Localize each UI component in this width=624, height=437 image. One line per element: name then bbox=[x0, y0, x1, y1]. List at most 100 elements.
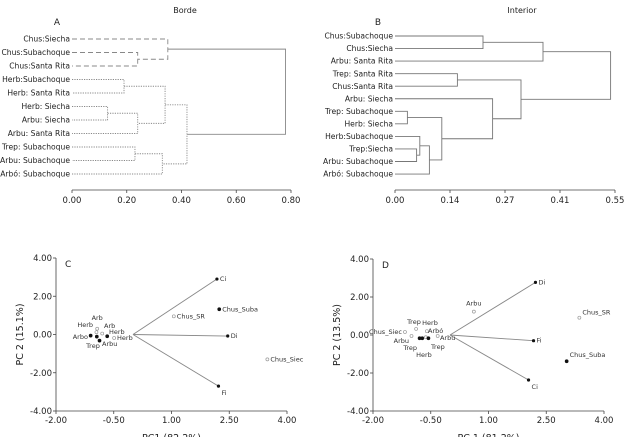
dendrogram-branch bbox=[72, 153, 163, 175]
leaf-label: Chus:Siecha bbox=[346, 44, 393, 53]
dendrogram-branch bbox=[395, 98, 494, 140]
point-label: Trep bbox=[430, 343, 445, 351]
vector-label: Ci bbox=[532, 383, 539, 391]
point-label: Chus_SR bbox=[582, 309, 611, 317]
leaf-label: Trep: Santa Rita bbox=[332, 69, 393, 78]
leaf-label: Herb:Subachoque bbox=[325, 132, 393, 141]
y-tick-label: 0.00 bbox=[350, 331, 369, 341]
leaf-label: Chus:Subachoque bbox=[325, 32, 394, 41]
dendrogram-branch bbox=[395, 73, 458, 87]
panel-letter: D bbox=[382, 261, 389, 271]
x-axis-title: PC1 (82.2%) bbox=[142, 433, 201, 437]
leaf-label: Herb:Subachoque bbox=[2, 75, 70, 84]
point-label: Chus_Siec bbox=[369, 328, 402, 336]
loading-vector bbox=[449, 334, 534, 342]
score-point bbox=[105, 334, 110, 339]
vector-point bbox=[533, 280, 538, 284]
point-label: Arb bbox=[92, 314, 103, 322]
score-point bbox=[414, 327, 418, 331]
dendrogram-branch bbox=[72, 38, 169, 60]
score-point bbox=[435, 334, 440, 338]
dendrogram-branch bbox=[395, 135, 421, 156]
point-label: Chus_Siec bbox=[270, 355, 303, 363]
dendrogram-branch bbox=[395, 148, 418, 162]
vector-point bbox=[526, 378, 531, 382]
y-tick-label: -4.00 bbox=[30, 407, 52, 417]
y-tick-label: 2.00 bbox=[350, 293, 369, 303]
point-label: Herb bbox=[77, 321, 93, 329]
score-point bbox=[425, 329, 429, 334]
dendrogram-branch bbox=[72, 106, 109, 121]
y-tick-label: -2.00 bbox=[347, 369, 369, 379]
leaf-label: Chus:Siecha bbox=[23, 35, 70, 44]
x-tick-label: 1.00 bbox=[479, 416, 498, 426]
dendrogram-branch bbox=[72, 52, 139, 67]
loading-vector bbox=[449, 334, 529, 381]
leaf-label: Herb: Siecha bbox=[21, 102, 70, 111]
x-tick-label: 0.27 bbox=[496, 196, 515, 206]
vector-point bbox=[226, 334, 230, 338]
x-tick-label: 4.00 bbox=[278, 416, 297, 426]
score-point bbox=[217, 307, 222, 312]
score-point bbox=[577, 315, 582, 320]
x-tick-label: 0.00 bbox=[386, 196, 405, 206]
point-label: Chus_Suba bbox=[222, 305, 258, 313]
dendrogram-branch bbox=[395, 110, 408, 125]
score-point bbox=[420, 336, 425, 341]
y-tick-label: -4.00 bbox=[347, 407, 369, 417]
point-label: Trep bbox=[402, 344, 417, 352]
x-tick-label: 2.50 bbox=[537, 416, 556, 426]
x-tick-label: 0.20 bbox=[117, 196, 136, 206]
point-label: Arbu bbox=[102, 340, 117, 348]
panel-letter: C bbox=[65, 260, 71, 270]
y-axis-title: PC 2 (15.1%) bbox=[15, 303, 26, 365]
x-tick-label: -2.00 bbox=[45, 416, 67, 426]
point-label: Trep bbox=[406, 318, 421, 326]
leaf-label: Trep:Siecha bbox=[348, 145, 393, 154]
dendrogram-branch bbox=[457, 79, 522, 120]
leaf-label: Arbu: Subachoque bbox=[323, 157, 393, 166]
score-point bbox=[426, 336, 431, 341]
score-point bbox=[95, 326, 100, 331]
score-point bbox=[100, 331, 105, 336]
leaf-label: Chus:Subachoque bbox=[2, 48, 71, 57]
point-label: Herb bbox=[422, 319, 438, 327]
score-point bbox=[472, 309, 476, 314]
x-tick-label: -0.50 bbox=[103, 416, 125, 426]
leaf-label: Arbu: Subachoque bbox=[0, 156, 70, 165]
point-label: Arbu bbox=[466, 300, 481, 308]
vector-label: Fi bbox=[221, 389, 226, 397]
score-point bbox=[265, 357, 270, 362]
loading-vector bbox=[449, 281, 536, 336]
x-tick-label: 0.41 bbox=[551, 196, 570, 206]
dendrogram-branch bbox=[162, 104, 188, 165]
dendrogram-branch bbox=[521, 51, 612, 100]
loading-vector bbox=[132, 278, 218, 335]
dendrogram-branch bbox=[395, 35, 484, 49]
point-label: Trep bbox=[85, 342, 100, 350]
dendrogram-branch bbox=[72, 79, 125, 94]
point-label: Chus_SR bbox=[177, 312, 206, 320]
dendrogram-branch bbox=[395, 145, 430, 175]
y-tick-label: 2.00 bbox=[33, 292, 52, 302]
score-point bbox=[97, 338, 102, 343]
score-point bbox=[403, 330, 407, 334]
leaf-label: Arbu: Siecha bbox=[22, 116, 70, 125]
leaf-label: Arbu: Santa Rita bbox=[8, 129, 70, 138]
score-point bbox=[409, 334, 414, 338]
dendrogram-branch bbox=[72, 112, 139, 134]
y-tick-label: 4.00 bbox=[33, 254, 52, 264]
point-label: Arbo bbox=[73, 333, 88, 341]
point-label: Arbu bbox=[440, 334, 455, 342]
x-tick-label: -2.00 bbox=[362, 416, 384, 426]
chart-title: Borde bbox=[173, 6, 197, 15]
leaf-label: Arbó: Subachoque bbox=[323, 170, 393, 179]
dendrogram-branch bbox=[72, 146, 136, 161]
vector-point bbox=[531, 339, 536, 343]
x-tick-label: 0.14 bbox=[441, 196, 460, 206]
pca-panel-C: -2.00 -0.50 1.00 2.50 4.004.002.000.00-2.00-… bbox=[15, 254, 304, 437]
y-tick-label: 4.00 bbox=[350, 255, 369, 265]
vector-label: Di bbox=[538, 278, 545, 286]
x-tick-label: 0.00 bbox=[63, 196, 82, 206]
x-tick-label: 0.80 bbox=[282, 196, 301, 206]
